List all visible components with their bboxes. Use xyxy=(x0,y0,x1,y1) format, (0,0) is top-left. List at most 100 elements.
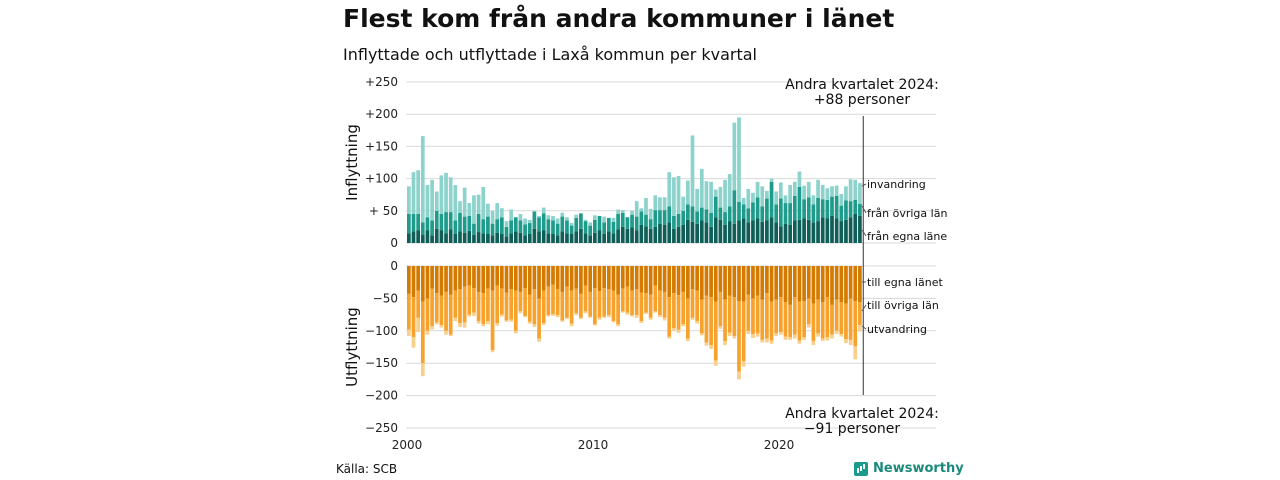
bar xyxy=(853,346,858,360)
brand-logo: Newsworthy xyxy=(854,461,964,476)
bar xyxy=(481,324,486,327)
bar xyxy=(630,227,634,243)
bar xyxy=(690,266,695,290)
bar xyxy=(434,322,439,325)
bar xyxy=(658,290,662,316)
bar xyxy=(625,228,630,243)
bar xyxy=(476,232,481,243)
bar xyxy=(490,210,495,224)
bar xyxy=(588,316,593,318)
bar xyxy=(504,292,509,321)
bar xyxy=(755,295,760,334)
bar xyxy=(439,214,444,231)
bar xyxy=(746,330,751,335)
bar xyxy=(797,171,802,187)
bar xyxy=(676,329,681,333)
bar xyxy=(709,345,713,349)
bar xyxy=(723,341,727,346)
bar xyxy=(565,233,569,243)
chart-icon xyxy=(854,461,868,476)
bar xyxy=(774,266,779,300)
bar xyxy=(420,363,425,377)
bar xyxy=(839,194,844,206)
bar xyxy=(690,289,695,318)
bar xyxy=(490,290,495,351)
bar xyxy=(504,221,509,227)
bar xyxy=(486,216,490,234)
bar xyxy=(467,314,472,317)
bar xyxy=(486,288,490,322)
bar xyxy=(644,266,648,294)
bar xyxy=(500,208,504,218)
bar xyxy=(732,266,737,298)
bar xyxy=(416,317,420,333)
bar xyxy=(737,300,741,372)
bar xyxy=(569,323,574,327)
legend-leader xyxy=(861,325,867,330)
bar xyxy=(523,315,527,318)
bar xyxy=(848,266,853,299)
bar xyxy=(681,324,686,327)
bar xyxy=(765,266,769,294)
bar xyxy=(425,298,430,331)
bar xyxy=(779,182,783,199)
bar xyxy=(667,206,672,223)
bar xyxy=(723,224,727,243)
bar xyxy=(648,317,653,320)
bar xyxy=(495,232,500,243)
bar xyxy=(681,224,686,243)
bar xyxy=(634,289,639,316)
bar xyxy=(774,204,779,223)
bar xyxy=(462,286,467,323)
bar xyxy=(462,187,467,217)
bar xyxy=(853,199,858,215)
bar xyxy=(541,230,546,243)
bar xyxy=(853,214,858,243)
bar xyxy=(769,181,774,218)
bar xyxy=(416,230,420,243)
annotation-in-line1: Andra kvartalet 2024: xyxy=(785,77,939,93)
bar xyxy=(727,174,732,207)
bar xyxy=(741,301,746,362)
bar xyxy=(490,350,495,353)
bar xyxy=(830,196,834,216)
bar xyxy=(686,298,690,339)
bar xyxy=(672,293,676,329)
bar xyxy=(593,215,597,220)
bar xyxy=(686,219,690,243)
bar xyxy=(574,214,579,218)
bar xyxy=(774,333,779,336)
bar xyxy=(811,303,816,342)
bar xyxy=(751,192,755,203)
bar xyxy=(620,226,625,243)
bar xyxy=(760,186,765,207)
bar xyxy=(639,266,644,293)
y-tick-label: −150 xyxy=(365,356,398,370)
bar xyxy=(820,185,825,200)
bar xyxy=(546,233,551,243)
bar xyxy=(630,315,634,317)
bar xyxy=(407,329,411,336)
bar xyxy=(713,360,718,366)
bar xyxy=(816,179,820,198)
bar xyxy=(662,197,667,211)
legend-leader xyxy=(861,304,867,312)
bar xyxy=(802,300,806,338)
bar xyxy=(486,203,490,217)
bar xyxy=(811,341,816,346)
bar xyxy=(574,217,579,232)
bar xyxy=(783,266,788,303)
bar xyxy=(602,216,606,223)
bar xyxy=(820,217,825,243)
bar xyxy=(760,221,765,243)
bar xyxy=(741,266,746,302)
bar xyxy=(555,235,560,243)
bar xyxy=(797,301,802,341)
bar xyxy=(830,334,834,339)
bar xyxy=(792,181,797,196)
bar xyxy=(774,191,779,205)
bar xyxy=(639,321,644,324)
bar xyxy=(699,333,704,336)
bar xyxy=(453,220,458,234)
bar xyxy=(574,266,579,289)
